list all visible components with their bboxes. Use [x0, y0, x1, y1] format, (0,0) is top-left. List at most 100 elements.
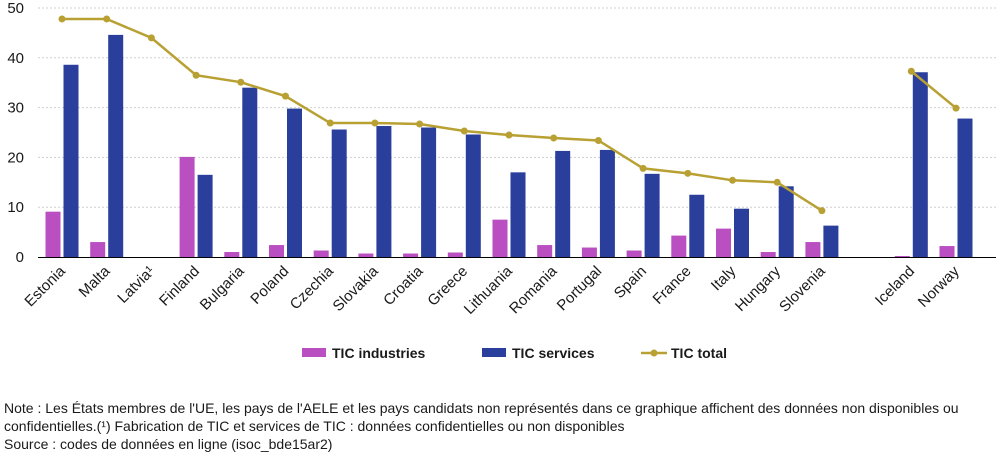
x-tick-label: Spain [611, 263, 650, 302]
tic-total-point [639, 164, 647, 172]
bar-tic-industries [179, 156, 195, 257]
x-tick-label: Slovenia [776, 262, 829, 315]
bar-tic-industries [224, 252, 240, 257]
bar-tic-industries [269, 245, 284, 257]
bar-tic-industries [447, 252, 463, 257]
x-tick-label: Malta [76, 262, 114, 300]
tic-total-point [147, 34, 155, 42]
tic-total-point [237, 78, 245, 86]
x-tick-label: Romania [506, 262, 561, 317]
chart-notes: Note : Les États membres de l'UE, les pa… [4, 399, 992, 453]
y-axis: 0 10 20 30 40 50 [7, 0, 24, 266]
bar-tic-services [331, 129, 347, 257]
x-tick-label: Norway [915, 262, 963, 310]
bar-tic-industries [894, 256, 910, 257]
legend-label: TIC total [671, 345, 727, 361]
bar-tic-services [421, 127, 437, 258]
bar-tic-industries [358, 253, 374, 257]
gridlines [38, 7, 996, 258]
x-tick-label: Italy [708, 262, 740, 294]
legend-label: TIC services [512, 345, 595, 361]
legend-swatch [482, 348, 506, 357]
bar-tic-industries [581, 247, 597, 257]
chart: 0 10 20 30 40 50 Estonia Malta Latvia¹FinlandBu… [7, 0, 996, 361]
bar-tic-services [778, 186, 794, 257]
tic-total-point [818, 207, 826, 215]
bar-tic-services [287, 108, 302, 257]
tic-total-point [416, 120, 424, 128]
bar-tic-industries [90, 242, 106, 257]
bar-tic-industries [45, 211, 61, 257]
x-tick-label: Hungary [732, 262, 784, 314]
tic-total-point [371, 119, 379, 127]
x-tick-label: Bulgaria [197, 262, 248, 313]
x-tick-label: France [650, 263, 695, 308]
bar-tic-industries [671, 235, 687, 257]
legend-marker [650, 349, 658, 357]
x-tick-label: Croatia [380, 262, 427, 309]
y-tick-label: 20 [7, 149, 24, 166]
bars [45, 34, 973, 258]
bar-tic-services [63, 64, 79, 257]
bar-tic-services [823, 225, 839, 257]
tic-total-point [907, 67, 915, 75]
total-line [58, 15, 960, 215]
bar-tic-services [376, 126, 392, 257]
bar-tic-industries [939, 246, 955, 257]
x-tick-label: Portugal [554, 263, 606, 315]
bar-tic-industries [313, 250, 329, 257]
bar-tic-services [108, 34, 124, 257]
bar-tic-industries [760, 252, 776, 257]
bar-tic-industries [403, 253, 419, 257]
bar-tic-services [734, 208, 749, 257]
bar-tic-services [465, 134, 481, 257]
legend-swatch [302, 348, 326, 357]
bar-tic-services [644, 173, 660, 257]
bar-tic-industries [805, 242, 821, 257]
tic-total-point [952, 104, 960, 112]
source-text: Source : codes de données en ligne (isoc… [4, 436, 333, 452]
x-tick-label: Lithuania [461, 262, 517, 318]
tic-total-point [192, 71, 200, 79]
tic-total-point [594, 136, 602, 144]
tic-total-line [62, 17, 823, 212]
tic-total-point [460, 127, 468, 135]
bar-tic-industries [537, 245, 553, 257]
bar-tic-services [957, 118, 973, 257]
tic-total-point [684, 169, 692, 177]
tic-total-point [103, 15, 111, 23]
y-tick-label: 0 [16, 249, 24, 266]
tic-total-point [282, 92, 289, 100]
x-tick-label: Estonia [21, 262, 69, 310]
y-tick-label: 40 [7, 50, 24, 67]
x-tick-label: Czechia [287, 262, 338, 313]
x-tick-label: Iceland [872, 263, 918, 309]
tic-total-line [910, 70, 957, 110]
bar-tic-industries [626, 250, 642, 257]
x-tick-label: Latvia¹ [114, 263, 158, 307]
y-tick-label: 50 [7, 0, 24, 17]
x-tick-label: Finland [156, 263, 203, 310]
tic-total-point [326, 119, 334, 127]
tic-total-point [729, 176, 736, 184]
bar-tic-services [912, 72, 928, 257]
y-tick-label: 30 [7, 100, 24, 117]
bar-tic-services [689, 194, 705, 257]
tic-total-point [505, 131, 513, 139]
bar-tic-services [242, 87, 258, 258]
tic-total-point [58, 15, 66, 23]
x-tick-label: Slovakia [330, 262, 383, 315]
bar-tic-industries [716, 228, 731, 257]
y-tick-label: 10 [7, 199, 24, 216]
bar-tic-services [510, 172, 526, 257]
bar-tic-services [599, 149, 615, 257]
legend-label: TIC industries [332, 345, 426, 361]
bar-tic-services [555, 150, 571, 257]
bar-tic-services [197, 174, 213, 257]
legend: TIC industries TIC services TIC total [302, 345, 727, 361]
tic-total-point [773, 178, 781, 186]
note-text: Note : Les États membres de l'UE, les pa… [4, 400, 959, 434]
tic-total-point [550, 134, 558, 142]
bar-tic-industries [492, 219, 508, 257]
